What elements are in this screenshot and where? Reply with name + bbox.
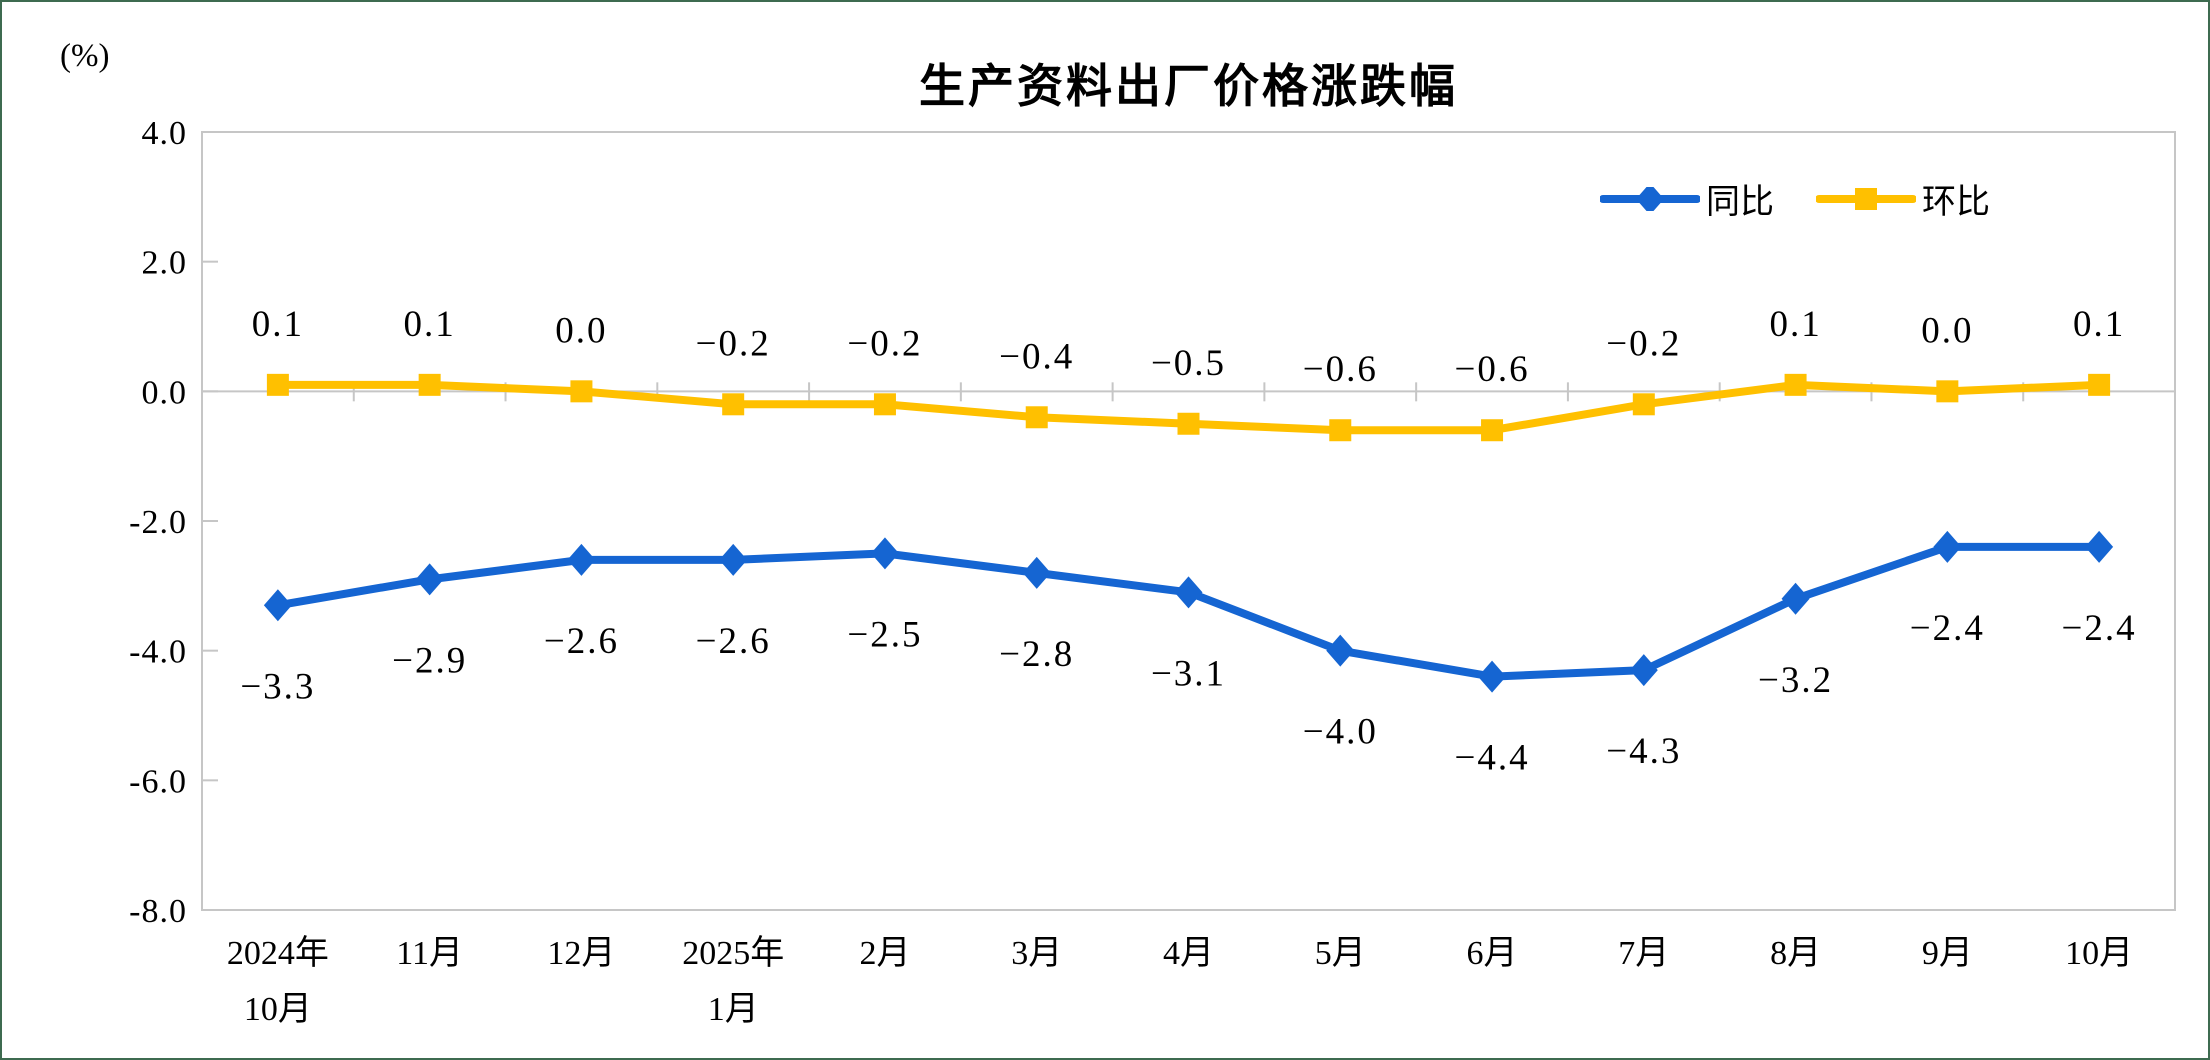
x-axis-category-label: 2月 <box>859 935 910 972</box>
data-point-marker <box>1781 582 1810 615</box>
data-label: −2.9 <box>392 640 467 681</box>
data-point-marker <box>266 373 289 396</box>
data-label: 0.1 <box>1769 304 1821 345</box>
data-point-marker <box>567 543 596 576</box>
data-label: 0.0 <box>1921 310 1973 351</box>
data-label: 0.1 <box>252 304 304 345</box>
x-axis-category-label: 10月 <box>2065 935 2133 972</box>
y-axis-unit-label: (%) <box>60 38 110 74</box>
data-label: −0.2 <box>696 323 771 364</box>
data-point-marker <box>1936 380 1959 403</box>
data-point-marker <box>1326 634 1355 667</box>
x-axis-category-label: 7月 <box>1618 935 1669 972</box>
data-point-marker <box>1629 654 1658 687</box>
data-label: −4.4 <box>1454 738 1529 779</box>
data-point-marker <box>722 393 745 416</box>
y-axis-tick-label: 0.0 <box>142 374 188 411</box>
data-label: 0.0 <box>555 310 607 351</box>
plot-border <box>201 131 2176 911</box>
x-axis-category-label: 2025年 1月 <box>682 934 784 1028</box>
data-point-marker <box>263 589 292 622</box>
legend-sample-huanbi-icon <box>1816 187 1916 210</box>
data-point-marker <box>1022 556 1051 589</box>
data-label: 0.1 <box>404 304 456 345</box>
y-axis-tick-label: -8.0 <box>129 893 187 930</box>
data-label: −0.2 <box>1606 323 1681 364</box>
x-axis-category-label: 4月 <box>1163 935 1214 972</box>
data-label: −3.1 <box>1151 653 1226 694</box>
data-label: −2.8 <box>999 634 1074 675</box>
data-point-marker <box>2085 530 2114 563</box>
data-point-marker <box>1636 186 1664 211</box>
data-label: −2.4 <box>1910 608 1985 649</box>
data-label: −0.6 <box>1303 349 1378 390</box>
data-point-marker <box>1177 412 1200 435</box>
data-point-marker <box>570 380 593 403</box>
data-label: −4.0 <box>1303 712 1378 753</box>
data-point-marker <box>1174 576 1203 609</box>
data-label: −2.4 <box>2062 608 2137 649</box>
y-axis-tick-label: -4.0 <box>129 634 187 671</box>
x-axis-category-label: 11月 <box>396 935 463 972</box>
data-point-marker <box>1933 530 1962 563</box>
series-环比: 0.1 0.1 0.0 −0.2 −0.2 −0.4 −0.5 −0.6 −0.6 −0.2 0.1… <box>252 304 2125 442</box>
legend: 同比 环比 <box>1600 174 1990 223</box>
chart-title: 生产资料出厂价格涨跌幅 <box>919 60 1458 112</box>
legend-label-tongbi: 同比 <box>1706 184 1774 221</box>
data-point-marker <box>1632 393 1655 416</box>
data-point-marker <box>870 537 899 570</box>
x-axis-category-label: 5月 <box>1315 935 1366 972</box>
y-axis-tick-label: -2.0 <box>129 504 187 541</box>
y-axis-tick-label: -6.0 <box>129 763 187 800</box>
legend-label-huanbi: 环比 <box>1922 184 1990 221</box>
data-point-marker <box>2088 373 2111 396</box>
data-point-marker <box>1478 660 1507 693</box>
data-point-marker <box>418 373 441 396</box>
data-point-marker <box>415 563 444 596</box>
x-axis-category-label: 2024年 10月 <box>227 934 329 1028</box>
data-point-marker <box>873 393 896 416</box>
data-label: −0.2 <box>847 323 922 364</box>
x-axis-category-label: 8月 <box>1770 935 1821 972</box>
series-同比: −3.3 −2.9 −2.6 −2.6 −2.5 −2.8 −3.1 −4.0 −4.4 −4.3… <box>240 530 2137 779</box>
x-axis-category-label: 9月 <box>1922 935 1973 972</box>
data-point-marker <box>1855 187 1877 210</box>
y-axis: 4.0 2.0 0.0 -2.0 -4.0 -6.0 -8.0 <box>129 115 218 930</box>
data-label: −0.5 <box>1151 343 1226 384</box>
x-axis-category-label: 6月 <box>1467 935 1518 972</box>
legend-sample-tongbi-icon <box>1600 186 1700 211</box>
data-label: −0.6 <box>1454 349 1529 390</box>
data-point-marker <box>1025 406 1048 429</box>
x-axis: 2024年 10月 11月 12月 2025年 1月 2月 3月 4月 5月 6月 7月 8月 9月 10月 <box>201 382 2176 1028</box>
y-axis-tick-label: 2.0 <box>142 245 188 282</box>
data-point-marker <box>719 543 748 576</box>
data-label: −3.2 <box>1758 660 1833 701</box>
legend-item-tongbi: 同比 <box>1600 174 1774 223</box>
data-point-marker <box>1481 419 1504 442</box>
x-axis-category-label: 3月 <box>1011 935 1062 972</box>
data-label: 0.1 <box>2073 304 2125 345</box>
legend-item-huanbi: 环比 <box>1816 174 1990 223</box>
x-axis-category-label: 12月 <box>547 935 615 972</box>
data-label: −2.6 <box>544 621 619 662</box>
data-point-marker <box>1784 373 1807 396</box>
y-axis-tick-label: 4.0 <box>142 115 188 152</box>
data-label: −2.5 <box>847 614 922 655</box>
data-label: −4.3 <box>1606 731 1681 772</box>
data-label: −2.6 <box>696 621 771 662</box>
data-point-marker <box>1329 419 1352 442</box>
data-label: −3.3 <box>240 666 315 707</box>
data-label: −0.4 <box>999 336 1074 377</box>
